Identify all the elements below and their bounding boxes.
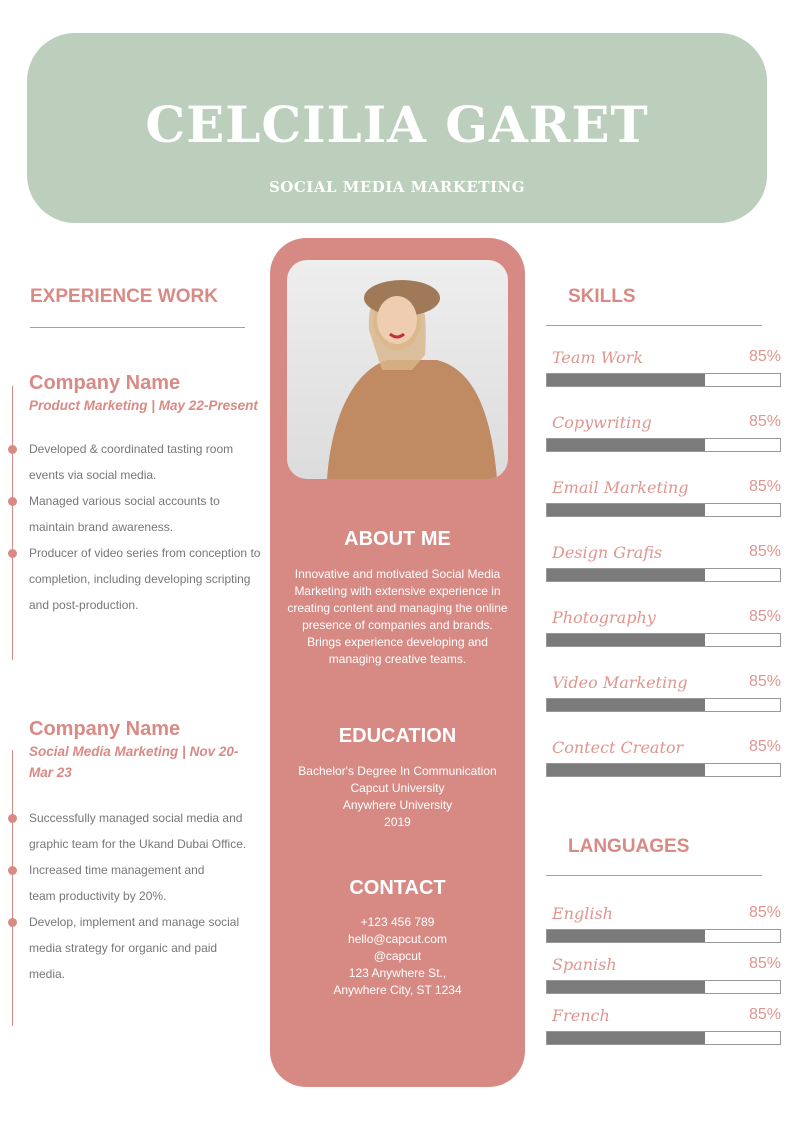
item-name: Video Marketing (552, 673, 688, 692)
about-text: Innovative and motivated Social Media Ma… (287, 567, 508, 666)
bullet-dot-icon (8, 918, 17, 927)
item-name: Copywriting (552, 413, 652, 432)
item-percent: 85% (748, 478, 781, 495)
skill-item: Video Marketing 85% (546, 673, 781, 712)
timeline-line (12, 386, 13, 660)
progress-bar (546, 503, 781, 517)
job-entry: Company Name Product Marketing | May 22-… (8, 372, 262, 660)
item-name: Spanish (552, 955, 617, 974)
company-name: Company Name (29, 372, 181, 394)
email: hello@capcut.com (348, 932, 447, 946)
progress-fill (547, 374, 706, 386)
progress-bar (546, 929, 781, 943)
handle: @capcut (373, 949, 422, 963)
company-name: Company Name (29, 718, 181, 740)
progress-fill (547, 634, 706, 646)
item-percent: 85% (748, 904, 781, 921)
job-role: Social Media Marketing | Nov 20-Mar 23 (29, 744, 239, 780)
divider (546, 325, 762, 326)
contact-list: +123 456 789 hello@capcut.com @capcut 123 A… (285, 914, 510, 999)
language-item: French 85% (546, 1006, 781, 1045)
timeline-line (12, 750, 13, 1026)
item-name: Email Marketing (552, 478, 689, 497)
item-percent: 85% (748, 955, 781, 972)
progress-bar (546, 698, 781, 712)
full-name: CELCILIA GARET (145, 95, 649, 154)
bullet-dot-icon (8, 549, 17, 558)
job-role: Product Marketing | May 22-Present (29, 398, 258, 413)
bullet: Managed various social accounts to maint… (8, 488, 262, 540)
bullet-dot-icon (8, 445, 17, 454)
experience-heading: EXPERIENCE WORK (30, 286, 218, 307)
progress-bar (546, 633, 781, 647)
education-heading: EDUCATION (338, 725, 457, 747)
skill-item: Team Work 85% (546, 348, 781, 387)
language-item: English 85% (546, 904, 781, 943)
item-name: Design Grafis (552, 543, 663, 562)
item-name: French (552, 1006, 610, 1025)
bullet-dot-icon (8, 814, 17, 823)
about-heading: ABOUT ME (344, 528, 451, 550)
bullet: Developed & coordinated tasting room eve… (8, 436, 262, 488)
item-name: Photography (552, 608, 656, 627)
item-percent: 85% (748, 543, 781, 560)
item-percent: 85% (748, 673, 781, 690)
item-name: Team Work (552, 348, 644, 367)
job-entry: Company Name Social Media Marketing | No… (8, 718, 262, 1026)
phone: +123 456 789 (360, 915, 435, 929)
progress-fill (547, 764, 706, 776)
item-name: English (552, 904, 613, 923)
education-list: Bachelor's Degree In Communication Capcut… (298, 764, 497, 829)
skills-heading: SKILLS (568, 286, 636, 307)
progress-bar (546, 373, 781, 387)
progress-fill (547, 981, 706, 993)
bullet-dot-icon (8, 497, 17, 506)
bullet: Successfully managed social media and gr… (8, 805, 254, 857)
item-percent: 85% (748, 608, 781, 625)
bullet: Producer of video series from conception… (8, 540, 262, 618)
bullet-dot-icon (8, 866, 17, 875)
progress-fill (547, 699, 706, 711)
progress-bar (546, 1031, 781, 1045)
languages-heading: LANGUAGES (568, 836, 690, 857)
divider (30, 327, 245, 328)
progress-fill (547, 439, 706, 451)
item-percent: 85% (748, 348, 781, 365)
skill-item: Copywriting 85% (546, 413, 781, 452)
bullet: Develop, implement and manage social med… (8, 909, 254, 987)
language-item: Spanish 85% (546, 955, 781, 994)
divider (546, 875, 762, 876)
bullet: Increased time management and team produ… (8, 857, 229, 909)
skill-item: Email Marketing 85% (546, 478, 781, 517)
item-percent: 85% (748, 1006, 781, 1023)
contact-heading: CONTACT (349, 877, 446, 899)
progress-bar (546, 980, 781, 994)
item-percent: 85% (748, 413, 781, 430)
progress-fill (547, 930, 706, 942)
skill-item: Design Grafis 85% (546, 543, 781, 582)
progress-bar (546, 438, 781, 452)
progress-bar (546, 763, 781, 777)
progress-fill (547, 569, 706, 581)
item-name: Contect Creator (552, 738, 684, 757)
progress-fill (547, 504, 706, 516)
profile-photo (287, 260, 508, 479)
job-title: SOCIAL MEDIA MARKETING (268, 178, 526, 196)
progress-fill (547, 1032, 706, 1044)
skill-item: Photography 85% (546, 608, 781, 647)
item-percent: 85% (748, 738, 781, 755)
skill-item: Contect Creator 85% (546, 738, 781, 777)
center-panel: ABOUT ME Innovative and motivated Social… (270, 238, 525, 1087)
header-banner: CELCILIA GARET SOCIAL MEDIA MARKETING (27, 33, 767, 223)
progress-bar (546, 568, 781, 582)
